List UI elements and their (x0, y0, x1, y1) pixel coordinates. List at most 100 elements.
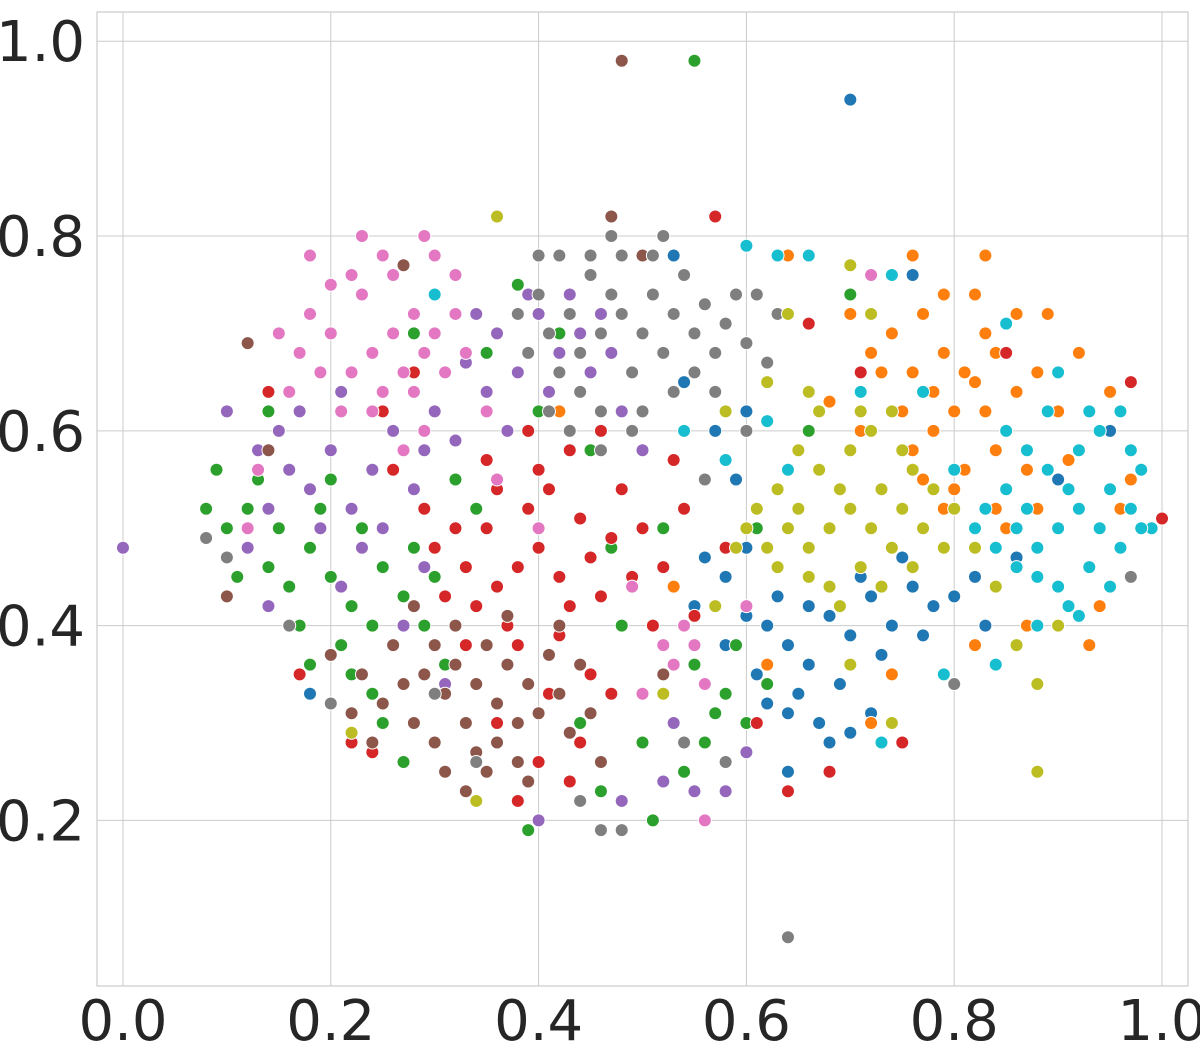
point-1-40 (1092, 599, 1107, 614)
point-7-47 (947, 677, 962, 692)
series-9 (427, 238, 1159, 750)
point-6-45 (625, 579, 640, 594)
point-8-52 (843, 657, 858, 672)
point-1-4 (936, 345, 951, 360)
point-8-51 (718, 404, 733, 419)
point-4-17 (552, 345, 567, 360)
point-5-21 (500, 608, 515, 623)
point-0-24 (895, 550, 910, 565)
point-3-14 (593, 589, 608, 604)
point-7-15 (593, 404, 608, 419)
point-2-23 (375, 716, 390, 731)
point-4-49 (718, 784, 733, 799)
point-6-20 (448, 306, 463, 321)
point-5-14 (510, 754, 525, 769)
x-tick-label-5: 1.0 (1117, 989, 1200, 1050)
point-2-14 (406, 540, 421, 555)
point-9-5 (1019, 501, 1034, 516)
point-9-48 (936, 667, 951, 682)
point-7-8 (645, 287, 660, 302)
point-6-35 (697, 677, 712, 692)
point-8-32 (947, 501, 962, 516)
point-5-20 (427, 735, 442, 750)
point-3-37 (708, 209, 723, 224)
point-7-35 (729, 287, 744, 302)
point-2-27 (697, 735, 712, 750)
point-8-44 (1051, 618, 1066, 633)
y-tick-labels: 0.2 0.4 0.6 0.8 1.0 (0, 10, 85, 854)
point-0-20 (718, 569, 733, 584)
point-5-19 (552, 686, 567, 701)
point-8-11 (843, 443, 858, 458)
point-4-42 (635, 443, 650, 458)
point-4-9 (334, 384, 349, 399)
point-3-12 (469, 599, 484, 614)
point-2-4 (282, 579, 297, 594)
point-5-11 (531, 706, 546, 721)
y-tick-label-3: 0.8 (0, 205, 85, 270)
point-8-4 (832, 482, 847, 497)
point-0-19 (843, 725, 858, 740)
point-7-38 (593, 443, 608, 458)
point-6-24 (271, 326, 286, 341)
point-0-3 (822, 608, 837, 623)
point-3-47 (1123, 375, 1138, 390)
point-4-36 (261, 599, 276, 614)
point-9-1 (1071, 501, 1086, 516)
point-0-14 (926, 599, 941, 614)
point-7-24 (697, 297, 712, 312)
point-7-46 (282, 618, 297, 633)
point-1-11 (947, 482, 962, 497)
point-3-61 (853, 365, 868, 380)
point-7-54 (749, 287, 764, 302)
point-0-18 (780, 706, 795, 721)
point-0-22 (760, 696, 775, 711)
point-3-30 (458, 638, 473, 653)
point-7-16 (677, 267, 692, 282)
point-3-42 (510, 793, 525, 808)
point-5-24 (386, 638, 401, 653)
point-1-13 (1030, 365, 1045, 380)
point-0-6 (864, 589, 879, 604)
point-7-26 (666, 384, 681, 399)
point-7-30 (718, 316, 733, 331)
point-9-32 (1071, 608, 1086, 623)
point-8-41 (884, 716, 899, 731)
point-9-35 (1051, 365, 1066, 380)
point-7-50 (718, 754, 733, 769)
point-0-17 (874, 647, 889, 662)
point-9-29 (1113, 404, 1128, 419)
point-5-38 (323, 647, 338, 662)
point-8-15 (822, 579, 837, 594)
point-4-30 (604, 345, 619, 360)
point-2-18 (417, 618, 432, 633)
point-6-18 (292, 345, 307, 360)
point-1-12 (884, 326, 899, 341)
x-tick-labels: 0.0 0.2 0.4 0.6 0.8 1.0 (78, 989, 1200, 1050)
point-6-39 (697, 813, 712, 828)
point-8-47 (656, 686, 671, 701)
point-2-51 (843, 287, 858, 302)
point-4-3 (344, 501, 359, 516)
point-8-20 (916, 521, 931, 536)
point-8-6 (853, 560, 868, 575)
point-3-32 (417, 501, 432, 516)
point-2-44 (521, 823, 536, 838)
point-6-44 (479, 404, 494, 419)
point-3-3 (552, 569, 567, 584)
point-3-17 (510, 638, 525, 653)
point-5-30 (438, 764, 453, 779)
point-7-41 (593, 823, 608, 838)
point-6-9 (334, 404, 349, 419)
point-0-4 (791, 686, 806, 701)
point-7-34 (541, 404, 556, 419)
point-0-43 (905, 267, 920, 282)
point-8-21 (749, 501, 764, 516)
point-5-45 (344, 706, 359, 721)
point-7-31 (510, 306, 525, 321)
point-9-31 (999, 423, 1014, 438)
point-3-29 (521, 423, 536, 438)
point-9-14 (999, 482, 1014, 497)
point-1-43 (884, 667, 899, 682)
point-4-37 (531, 813, 546, 828)
